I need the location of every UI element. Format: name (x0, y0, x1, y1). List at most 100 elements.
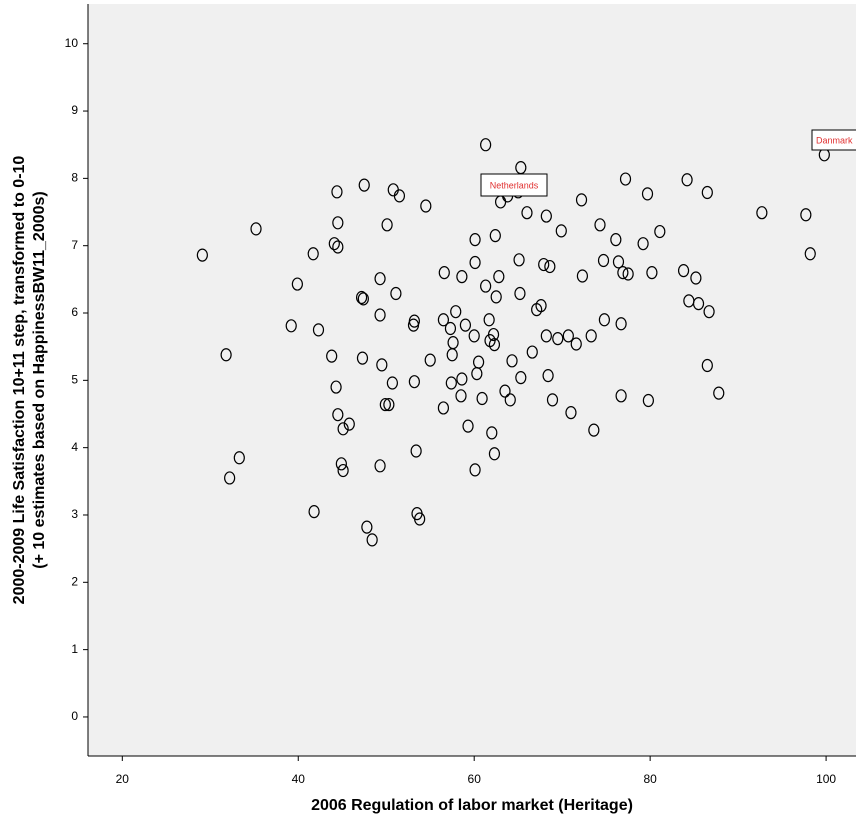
point (444, 321, 457, 336)
point (487, 327, 500, 342)
point (646, 266, 658, 280)
y-tick-label: 0 (71, 709, 78, 723)
point (504, 393, 516, 407)
point (381, 218, 393, 232)
point (224, 471, 236, 485)
point (480, 138, 492, 152)
point (361, 520, 373, 534)
point (355, 290, 368, 305)
point (233, 451, 245, 465)
point (468, 329, 480, 343)
point (196, 248, 208, 262)
point (366, 533, 378, 547)
point (331, 185, 343, 199)
point (576, 269, 589, 283)
point (690, 271, 702, 285)
point (800, 208, 812, 222)
x-tick-label: 100 (816, 772, 836, 786)
point (489, 228, 501, 243)
point (515, 371, 527, 385)
annotation-box (811, 129, 856, 151)
point (374, 459, 386, 473)
point (538, 257, 550, 272)
point (250, 222, 262, 236)
point (701, 185, 713, 200)
point (469, 463, 481, 477)
point (677, 263, 690, 278)
x-tick-label: 40 (292, 772, 306, 786)
y-tick-label: 1 (71, 642, 78, 656)
annotation: Netherlands (490, 180, 539, 190)
point (622, 267, 634, 281)
point (420, 199, 432, 213)
point (570, 337, 582, 351)
y-tick-label: 10 (65, 36, 79, 50)
point (654, 224, 666, 239)
x-tick-label: 80 (643, 772, 657, 786)
point (692, 296, 705, 311)
point (386, 376, 398, 390)
point (383, 397, 395, 412)
point (619, 172, 632, 186)
point (326, 349, 338, 363)
point (307, 247, 319, 261)
point (374, 308, 386, 322)
point (308, 505, 320, 519)
point (220, 348, 232, 362)
point (337, 422, 349, 436)
point (480, 279, 492, 293)
y-tick-label: 9 (71, 103, 78, 117)
point (328, 237, 340, 251)
point (542, 369, 554, 383)
x-tick-label: 60 (468, 772, 482, 786)
point (379, 397, 391, 412)
point (540, 209, 552, 223)
point (469, 233, 481, 247)
point (588, 423, 600, 437)
annotation-box (480, 173, 548, 197)
point (408, 314, 420, 328)
point (408, 375, 420, 389)
point (597, 253, 610, 268)
point (562, 329, 574, 343)
point (490, 290, 502, 304)
x-tick-label: 20 (116, 772, 130, 786)
point (343, 417, 355, 431)
point (450, 305, 462, 319)
point (374, 272, 386, 286)
point (642, 393, 654, 408)
y-tick-label: 5 (71, 373, 78, 387)
point (393, 189, 406, 203)
point (637, 237, 649, 251)
y-tick-label: 3 (71, 507, 78, 521)
y-tick-label: 8 (71, 171, 78, 185)
point (390, 286, 402, 301)
point (713, 386, 725, 400)
point (575, 193, 588, 207)
point (337, 463, 349, 478)
point (476, 391, 488, 406)
point (469, 255, 481, 270)
point (358, 178, 370, 192)
plot-area (88, 4, 856, 756)
point (555, 224, 567, 238)
point (356, 351, 369, 365)
y-axis-label: 2000-2009 Life Satisfaction 10+11 step, … (11, 156, 28, 605)
point (540, 329, 552, 343)
point (376, 358, 388, 372)
point (641, 187, 654, 201)
point (617, 266, 629, 280)
point (615, 317, 627, 331)
point (506, 354, 518, 368)
point (703, 305, 715, 319)
point (612, 255, 625, 269)
point (332, 216, 344, 230)
point (332, 408, 344, 422)
point (526, 345, 538, 359)
point (514, 286, 526, 301)
y-axis-label: (+ 10 estimates based on HappinessBW11_2… (31, 191, 48, 569)
point (437, 401, 450, 415)
point (357, 292, 369, 306)
point (472, 355, 485, 369)
